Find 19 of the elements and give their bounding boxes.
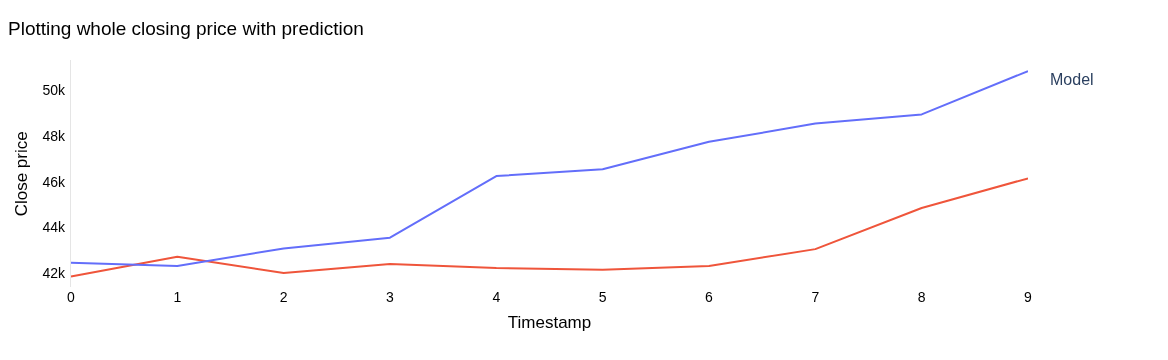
x-tick-label: 8 <box>917 289 926 306</box>
x-axis-title: Timestamp <box>507 313 592 333</box>
x-tick-label: 3 <box>386 289 395 306</box>
y-tick-label: 42k <box>42 265 66 282</box>
y-tick-label: 46k <box>42 173 66 190</box>
chart-title: Plotting whole closing price with prediction <box>8 17 364 39</box>
x-tick-label: 1 <box>173 289 182 306</box>
y-axis-title: Close price <box>11 131 31 217</box>
x-tick-label: 2 <box>279 289 288 306</box>
x-tick-label: 0 <box>67 289 76 306</box>
y-tick-label: 50k <box>42 82 66 99</box>
x-tick-label: 4 <box>492 289 501 306</box>
y-tick-label: 48k <box>42 128 66 145</box>
x-tick-label: 6 <box>705 289 714 306</box>
legend-title: Model <box>1050 71 1094 89</box>
x-tick-label: 9 <box>1024 289 1033 306</box>
x-tick-label: 5 <box>598 289 607 306</box>
y-tick-label: 44k <box>42 219 66 236</box>
x-tick-label: 7 <box>811 289 820 306</box>
